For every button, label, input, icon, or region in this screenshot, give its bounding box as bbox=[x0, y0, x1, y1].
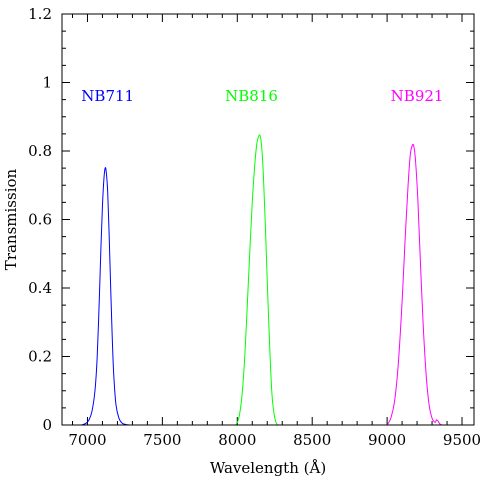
tick-layer bbox=[62, 13, 474, 426]
y-tick-label: 1.2 bbox=[28, 5, 52, 23]
x-tick-label: 7500 bbox=[143, 431, 181, 449]
y-tick-label: 0.8 bbox=[28, 142, 52, 160]
x-tick-label: 8500 bbox=[293, 431, 331, 449]
series-line-nb711 bbox=[81, 167, 131, 426]
series-line-nb816 bbox=[235, 134, 279, 426]
x-axis-title: Wavelength (Å) bbox=[210, 459, 326, 477]
y-tick-label: 0.2 bbox=[28, 348, 52, 366]
series-label-nb711: NB711 bbox=[81, 87, 134, 105]
y-tick-label: 0.6 bbox=[28, 211, 52, 229]
label-layer: 7000 7500 8000 8500 9000 9500 0 0.2 0.4 0.6 0.8 1 1.… bbox=[28, 5, 481, 449]
y-axis-title: Transmission bbox=[2, 168, 20, 270]
x-tick-label: 7000 bbox=[68, 431, 106, 449]
series-label-nb816: NB816 bbox=[225, 87, 278, 105]
series-label-nb921: NB921 bbox=[391, 87, 444, 105]
curve-layer bbox=[81, 134, 443, 426]
y-tick-label: 0.4 bbox=[28, 279, 52, 297]
plot-frame bbox=[61, 13, 475, 426]
series-line-nb921 bbox=[386, 143, 443, 426]
y-tick-label: 1 bbox=[42, 74, 52, 92]
y-tick-label: 0 bbox=[42, 416, 52, 434]
x-tick-label: 9500 bbox=[443, 431, 481, 449]
x-tick-label: 9000 bbox=[368, 431, 406, 449]
x-tick-label: 8000 bbox=[218, 431, 256, 449]
